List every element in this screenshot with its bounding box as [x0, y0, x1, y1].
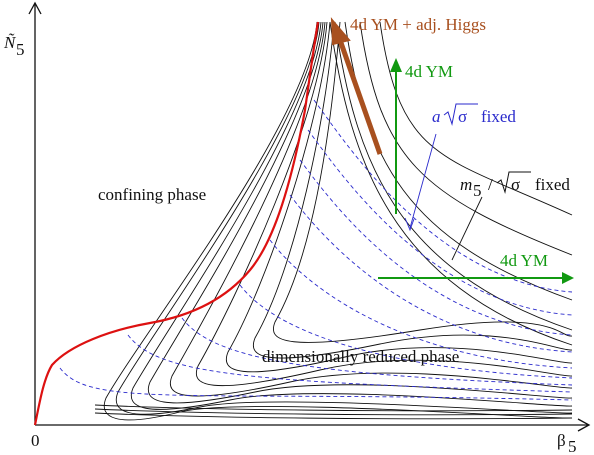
- origin-label: 0: [31, 431, 40, 450]
- m5-curve: [195, 21, 573, 387]
- a-sigma-fixed-curves: [59, 99, 573, 401]
- higgs-label: 4d YM + adj. Higgs: [350, 15, 486, 34]
- m5-curve: [94, 404, 573, 412]
- confining-phase-label: confining phase: [98, 185, 206, 204]
- svg-text:5: 5: [473, 181, 482, 200]
- m5-curve: [272, 21, 573, 343]
- axes: [28, 1, 591, 432]
- ym-vertical-label: 4d YM: [405, 62, 453, 81]
- a-sigma-curve: [181, 317, 573, 386]
- a-sigma-curve: [299, 159, 573, 336]
- a-sigma-curve: [269, 239, 573, 369]
- ym-horizontal-label: 4d YM: [500, 251, 548, 270]
- svg-text:σ: σ: [458, 107, 467, 126]
- svg-text:fixed: fixed: [535, 175, 570, 194]
- a-sigma-curve: [289, 194, 573, 353]
- svg-text:m: m: [460, 175, 472, 194]
- svg-text:a: a: [432, 107, 441, 126]
- m5-fixed-label: m 5 / σ fixed: [460, 171, 570, 200]
- m5-curve: [359, 21, 573, 256]
- a-sigma-curve: [59, 367, 573, 401]
- a-sigma-fixed-label: a σ fixed: [432, 103, 516, 126]
- m5-curve: [334, 21, 573, 331]
- higgs-arrow: [330, 17, 383, 155]
- svg-text:σ: σ: [511, 175, 520, 194]
- a-sigma-pointer: [409, 133, 437, 229]
- ym-horizontal-arrow: [378, 272, 574, 284]
- phase-boundary-curve: [33, 21, 320, 426]
- m5-curve: [252, 21, 573, 359]
- y-axis-label-sub: 5: [16, 40, 25, 59]
- ym-vertical-arrow: [390, 58, 402, 214]
- m5-curve: [225, 21, 573, 373]
- reduced-phase-label: dimensionally reduced phase: [262, 347, 459, 366]
- m5-curve: [94, 412, 573, 420]
- x-axis-label: β: [557, 431, 566, 450]
- svg-text:/: /: [488, 175, 493, 194]
- a-sigma-curve: [127, 334, 573, 393]
- y-axis-arrowhead: [28, 1, 42, 15]
- m5-curve: [147, 21, 573, 404]
- m5-curve: [379, 21, 573, 216]
- m5-curve: [115, 21, 573, 415]
- m5-curve: [329, 21, 573, 346]
- m5-fixed-curves: [94, 21, 573, 421]
- m5-curve: [169, 21, 573, 397]
- y-axis-label: Ñ: [3, 33, 17, 52]
- a-sigma-curve: [307, 129, 573, 316]
- a-sigma-curve: [239, 284, 573, 379]
- a-sigma-pointer-head: [404, 217, 415, 232]
- x-axis-label-sub: 5: [568, 437, 577, 455]
- m5-pointer: [451, 196, 483, 261]
- svg-text:fixed: fixed: [481, 107, 516, 126]
- x-axis-arrowhead: [577, 418, 591, 432]
- m5-curve: [94, 408, 573, 416]
